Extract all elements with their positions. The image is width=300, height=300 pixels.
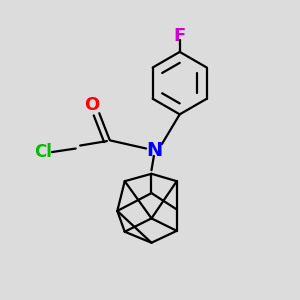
- Text: Cl: Cl: [34, 143, 52, 161]
- Text: O: O: [84, 96, 100, 114]
- Text: F: F: [174, 27, 186, 45]
- Text: N: N: [146, 140, 163, 160]
